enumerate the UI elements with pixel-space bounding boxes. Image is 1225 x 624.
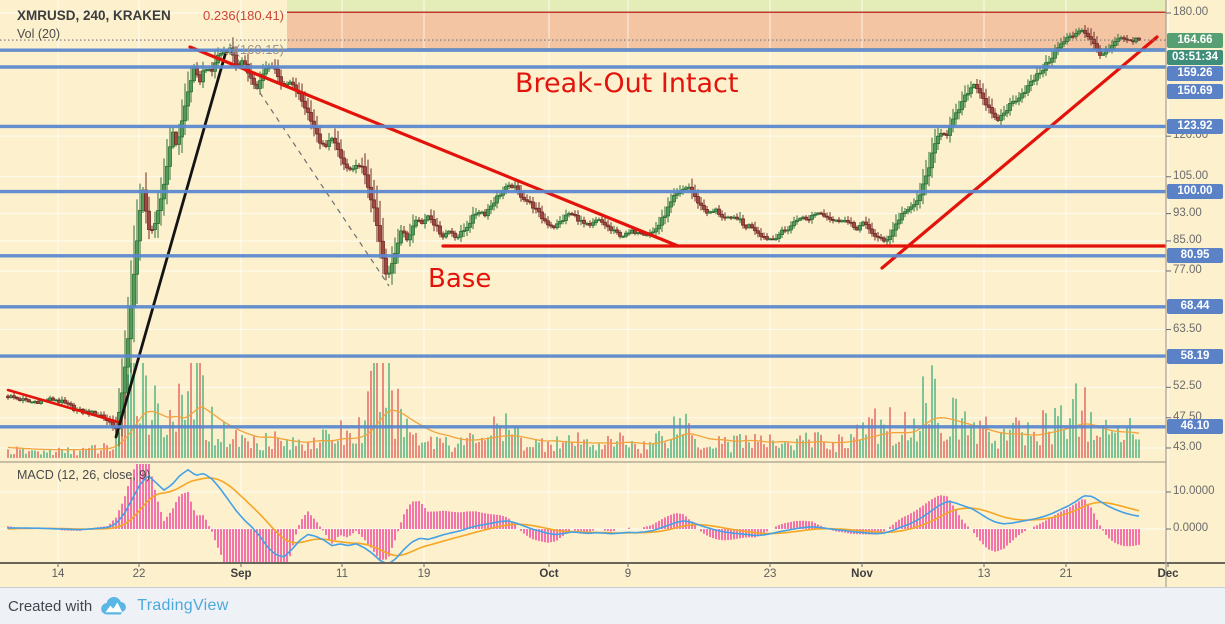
time-tick-22: 22	[132, 568, 146, 580]
time-tick-14: 14	[51, 568, 65, 580]
time-tick-Sep: Sep	[230, 568, 252, 580]
bar-countdown-badge: 03:51:34	[1167, 49, 1223, 65]
time-tick-9: 9	[624, 568, 632, 580]
price-line-badge-100.00: 100.00	[1167, 184, 1223, 200]
price-tick-43.00: 43.00	[1173, 440, 1202, 453]
price-line-badge-46.10: 46.10	[1167, 419, 1223, 435]
price-tick-77.00: 77.00	[1173, 263, 1202, 276]
breakout-annotation[interactable]: Break-Out Intact	[515, 68, 739, 99]
price-tick-52.50: 52.50	[1173, 380, 1202, 393]
price-chart-canvas[interactable]	[0, 0, 1225, 588]
volume-indicator-legend[interactable]: Vol (20)	[17, 27, 61, 41]
time-tick-23: 23	[763, 568, 777, 580]
price-tick-63.50: 63.50	[1173, 322, 1202, 335]
macd-tick-0.0000: 0.0000	[1173, 522, 1209, 534]
price-tick-93.00: 93.00	[1173, 206, 1202, 219]
price-line-badge-150.69: 150.69	[1167, 83, 1223, 99]
macd-tick-10.0000: 10.0000	[1173, 485, 1215, 497]
fib-level-0-label[interactable]: 0(160.15)	[228, 42, 284, 57]
time-tick-11: 11	[336, 568, 348, 580]
macd-indicator-legend[interactable]: MACD (12, 26, close, 9)	[17, 468, 151, 482]
tradingview-brand-link[interactable]: TradingView	[137, 597, 229, 614]
time-tick-21: 21	[1059, 568, 1073, 580]
price-line-badge-68.44: 68.44	[1167, 299, 1223, 315]
price-line-badge-58.19: 58.19	[1167, 348, 1223, 364]
fib-level-0236-label[interactable]: 0.236(180.41)	[203, 8, 284, 23]
time-tick-Oct: Oct	[539, 568, 559, 580]
time-tick-Dec: Dec	[1157, 568, 1179, 580]
base-annotation[interactable]: Base	[428, 264, 492, 294]
time-tick-Nov: Nov	[851, 568, 873, 580]
price-line-badge-123.92: 123.92	[1167, 118, 1223, 134]
attribution: Created with TradingView	[8, 593, 229, 619]
tradingview-logo-icon[interactable]	[101, 596, 128, 616]
time-tick-13: 13	[977, 568, 991, 580]
time-tick-19: 19	[417, 568, 431, 580]
current-price-badge: 164.66	[1167, 32, 1223, 48]
price-tick-180.00: 180.00	[1173, 6, 1209, 18]
created-with-text: Created with	[8, 597, 93, 615]
price-line-badge-159.26: 159.26	[1167, 65, 1223, 81]
price-tick-105.00: 105.00	[1173, 169, 1209, 182]
price-line-badge-80.95: 80.95	[1167, 248, 1223, 264]
price-tick-85.00: 85.00	[1173, 233, 1202, 246]
symbol-legend[interactable]: XMRUSD, 240, KRAKEN	[17, 8, 171, 23]
